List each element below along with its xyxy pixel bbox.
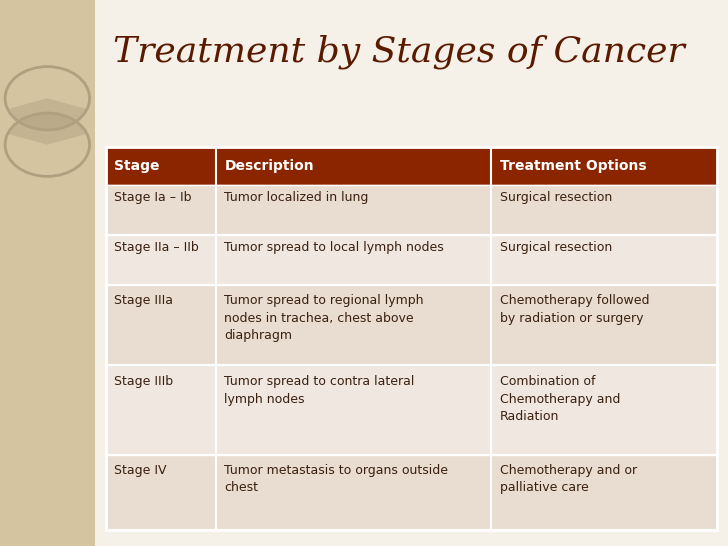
FancyBboxPatch shape — [0, 0, 95, 546]
Text: Chemotherapy followed
by radiation or surgery: Chemotherapy followed by radiation or su… — [499, 294, 649, 325]
Text: Combination of
Chemotherapy and
Radiation: Combination of Chemotherapy and Radiatio… — [499, 376, 620, 423]
Text: Tumor metastasis to organs outside
chest: Tumor metastasis to organs outside chest — [224, 464, 448, 494]
Text: Stage IV: Stage IV — [114, 464, 167, 477]
Wedge shape — [7, 113, 87, 145]
Text: Tumor spread to contra lateral
lymph nodes: Tumor spread to contra lateral lymph nod… — [224, 376, 415, 406]
Text: Stage IIIb: Stage IIIb — [114, 376, 173, 388]
FancyBboxPatch shape — [106, 147, 717, 185]
Text: Chemotherapy and or
palliative care: Chemotherapy and or palliative care — [499, 464, 637, 494]
FancyBboxPatch shape — [106, 365, 717, 455]
FancyBboxPatch shape — [106, 235, 717, 284]
Text: Description: Description — [224, 159, 314, 173]
Text: Surgical resection: Surgical resection — [499, 241, 612, 253]
Text: Tumor spread to regional lymph
nodes in trachea, chest above
diaphragm: Tumor spread to regional lymph nodes in … — [224, 294, 424, 342]
Text: Tumor localized in lung: Tumor localized in lung — [224, 191, 369, 204]
Text: Treatment by Stages of Cancer: Treatment by Stages of Cancer — [113, 34, 684, 69]
Wedge shape — [7, 98, 87, 130]
Text: Stage: Stage — [114, 159, 160, 173]
FancyBboxPatch shape — [106, 455, 717, 530]
Text: Stage Ia – Ib: Stage Ia – Ib — [114, 191, 191, 204]
Text: Surgical resection: Surgical resection — [499, 191, 612, 204]
Text: Stage IIa – IIb: Stage IIa – IIb — [114, 241, 199, 253]
FancyBboxPatch shape — [106, 185, 717, 235]
Text: Tumor spread to local lymph nodes: Tumor spread to local lymph nodes — [224, 241, 444, 253]
FancyBboxPatch shape — [106, 284, 717, 365]
Text: Stage IIIa: Stage IIIa — [114, 294, 173, 307]
Text: Treatment Options: Treatment Options — [499, 159, 646, 173]
